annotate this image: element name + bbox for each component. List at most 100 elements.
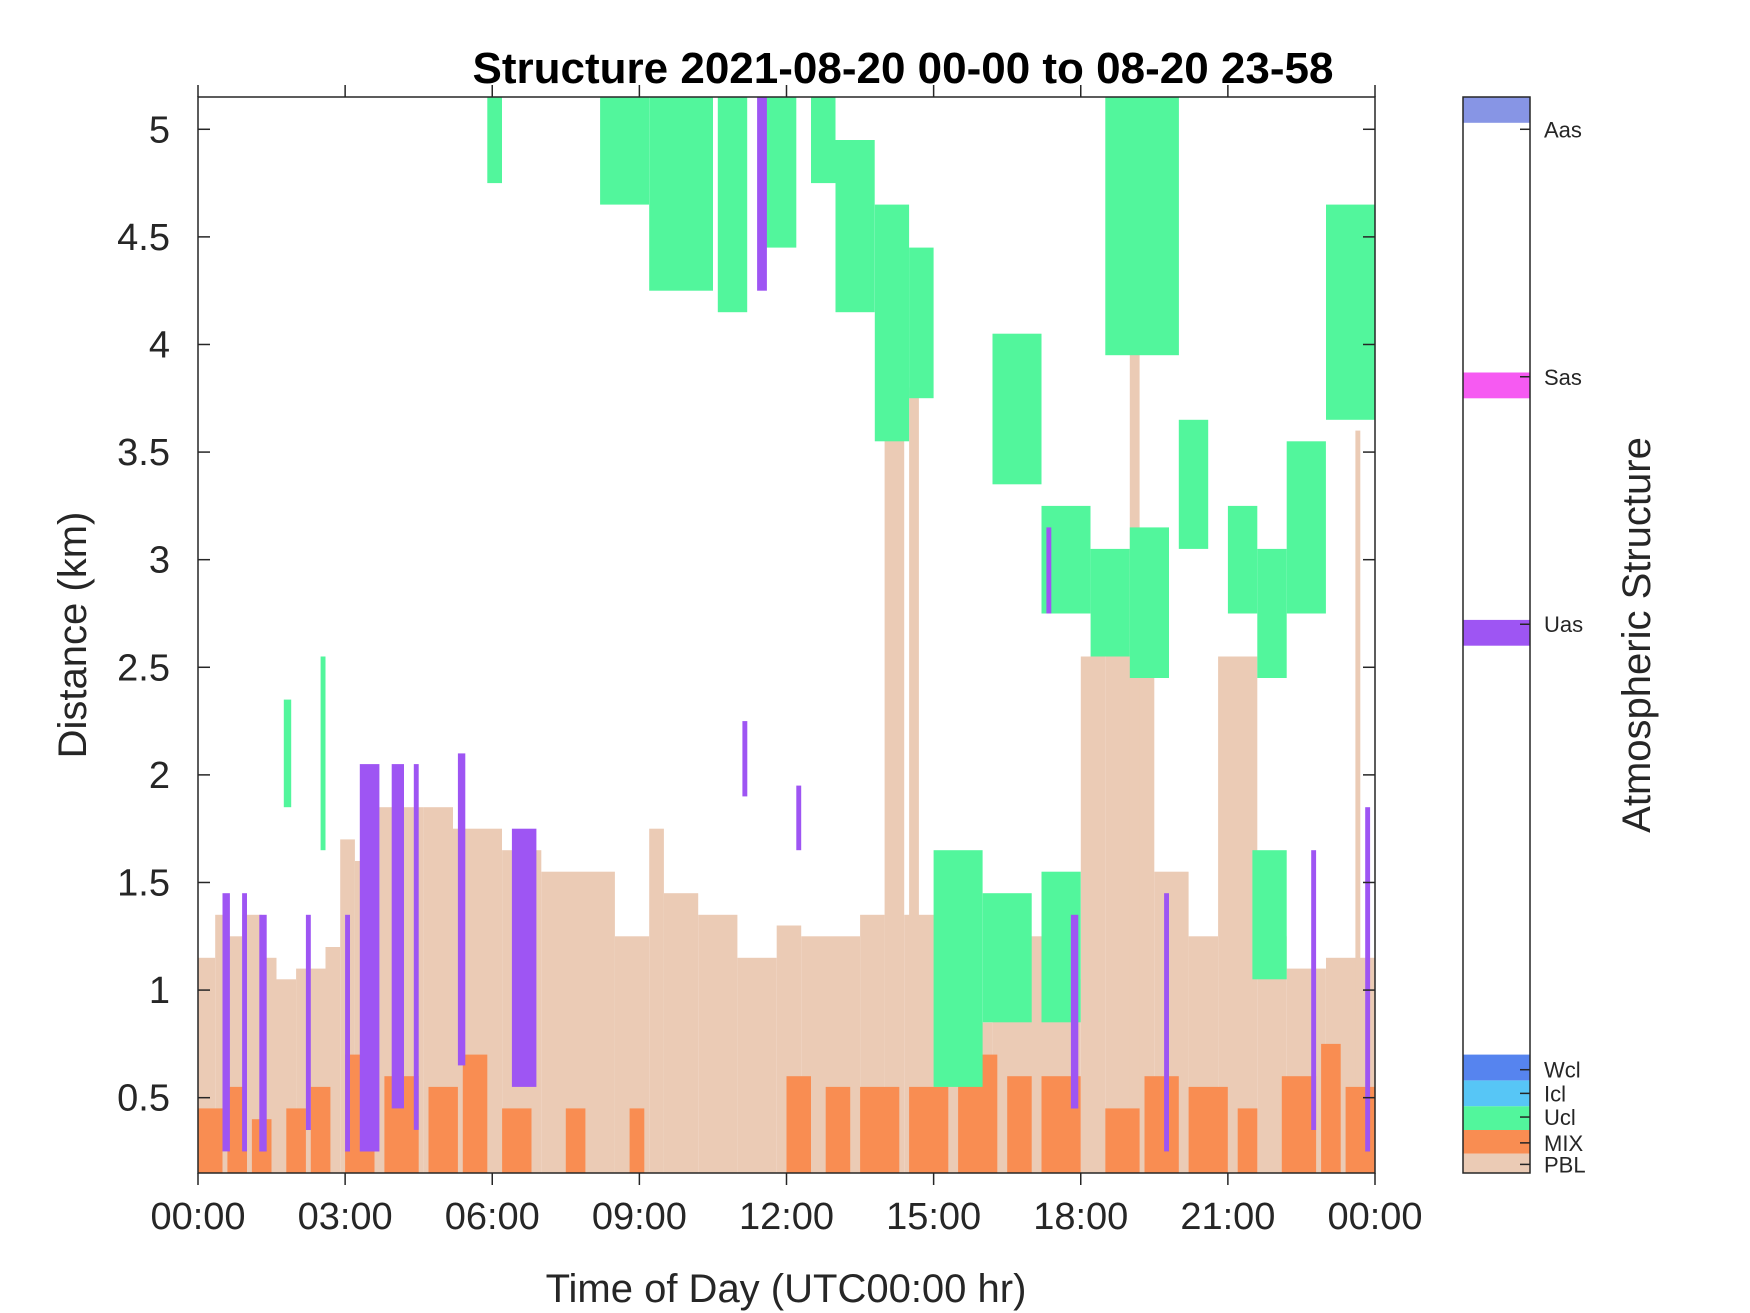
x-tick-label-3: 09:00 (592, 1196, 687, 1238)
segment-ucl-76 (933, 850, 983, 1087)
colorbar-label-mix: MIX (1544, 1131, 1583, 1156)
segment-ucl-82 (1129, 527, 1169, 678)
colorbar-band-wcl (1463, 1054, 1530, 1081)
segment-pbl-16 (649, 828, 664, 1173)
segment-uas-101 (757, 97, 767, 291)
segment-uas-95 (359, 764, 380, 1152)
segment-pbl-19 (737, 957, 777, 1173)
segment-mix-52 (825, 1086, 851, 1173)
segment-ucl-84 (1178, 419, 1209, 549)
segment-mix-53 (860, 1086, 900, 1173)
segment-pbl-36 (909, 387, 919, 1173)
segment-mix-60 (1188, 1086, 1228, 1173)
segment-uas-96 (391, 764, 404, 1109)
segment-uas-99 (511, 828, 537, 1087)
segment-mix-48 (502, 1108, 532, 1173)
segment-ucl-66 (320, 656, 326, 851)
segment-ucl-65 (283, 699, 292, 808)
segment-ucl-77 (982, 893, 1032, 1023)
segment-ucl-89 (1326, 204, 1375, 420)
segment-uas-97 (413, 764, 419, 1130)
colorbar-label-sas: Sas (1544, 365, 1582, 390)
segment-ucl-75 (909, 247, 934, 399)
y-tick-label-1: 1 (149, 970, 170, 1012)
segment-mix-54 (909, 1086, 949, 1173)
x-tick-label-2: 06:00 (445, 1196, 540, 1238)
colorbar-label-aas: Aas (1544, 117, 1582, 142)
segment-pbl-37 (1129, 344, 1140, 1173)
y-tick-label-4: 2.5 (117, 647, 170, 689)
y-tick-label-0: 0.5 (117, 1078, 170, 1120)
segment-pbl-17 (663, 893, 699, 1173)
colorbar-band-sas (1463, 372, 1530, 399)
x-tick-label-8: 00:00 (1327, 1196, 1422, 1238)
y-tick-label-5: 3 (149, 540, 170, 582)
segment-uas-100 (742, 721, 748, 797)
segment-ucl-85 (1227, 505, 1258, 614)
segment-ucl-68 (600, 97, 650, 205)
x-tick-label-6: 18:00 (1033, 1196, 1128, 1238)
y-axis: 0.5 1 1.5 2 2.5 3 3.5 4 4.5 5 (117, 109, 1375, 1120)
colorbar-band-mix (1463, 1130, 1530, 1154)
y-tick-label-8: 4.5 (117, 217, 170, 259)
y-tick-label-3: 2 (149, 755, 170, 797)
colorbar-band-ucl (1463, 1106, 1530, 1130)
segment-ucl-72 (811, 97, 836, 184)
segment-ucl-78 (992, 333, 1042, 485)
colorbar-band-aas (1463, 97, 1530, 123)
colorbar-label-ucl: Ucl (1544, 1105, 1576, 1130)
segment-mix-42 (286, 1108, 306, 1173)
segment-ucl-81 (1090, 548, 1130, 657)
segment-mix-50 (629, 1108, 645, 1173)
chart-title: Structure 2021-08-20 00-00 to 08-20 23-5… (473, 44, 1334, 93)
segment-ucl-69 (649, 97, 713, 291)
segment-uas-103 (1046, 527, 1052, 614)
segment-uas-105 (1164, 893, 1169, 1152)
segment-mix-58 (1105, 1108, 1140, 1173)
plot-area (198, 97, 1375, 1173)
segment-ucl-71 (762, 97, 797, 248)
segment-uas-104 (1070, 914, 1079, 1109)
x-tick-label-7: 21:00 (1180, 1196, 1275, 1238)
segment-ucl-88 (1286, 441, 1326, 614)
x-axis: 00:00 03:00 06:00 09:00 12:00 15:00 18:00 21:00… (150, 85, 1423, 1238)
y-tick-label-9: 5 (149, 109, 170, 151)
segment-mix-59 (1144, 1076, 1179, 1173)
segment-pbl-38 (1355, 430, 1361, 1173)
y-tick-label-2: 1.5 (117, 862, 170, 904)
segment-uas-107 (1365, 807, 1371, 1152)
colorbar-label-pbl: PBL (1544, 1152, 1586, 1177)
segment-uas-94 (345, 914, 350, 1152)
segment-mix-63 (1321, 1043, 1341, 1173)
segment-pbl-18 (698, 914, 738, 1173)
colorbar-band-uas (1463, 619, 1530, 646)
colorbar-band-pbl (1463, 1153, 1530, 1173)
segment-ucl-67 (487, 97, 502, 184)
segment-mix-61 (1237, 1108, 1258, 1173)
x-axis-label: Time of Day (UTC00:00 hr) (546, 1267, 1027, 1311)
segment-ucl-70 (717, 97, 748, 313)
x-tick-label-4: 12:00 (739, 1196, 834, 1238)
segment-mix-62 (1281, 1076, 1317, 1173)
segment-mix-47 (462, 1054, 488, 1173)
x-tick-label-5: 15:00 (886, 1196, 981, 1238)
x-tick-label-1: 03:00 (298, 1196, 393, 1238)
colorbar-label-uas: Uas (1544, 612, 1583, 637)
colorbar-band-icl (1463, 1080, 1530, 1107)
segment-mix-43 (310, 1086, 331, 1173)
segment-uas-90 (222, 893, 230, 1152)
segment-mix-49 (565, 1108, 586, 1173)
y-tick-label-7: 4 (149, 324, 170, 366)
segment-mix-39 (198, 1108, 223, 1173)
segment-pbl-23 (884, 398, 905, 1173)
colorbar-label-wcl: Wcl (1544, 1058, 1581, 1083)
segment-uas-93 (305, 914, 311, 1130)
colorbar-label-icl: Icl (1544, 1081, 1566, 1106)
segment-mix-56 (1007, 1076, 1032, 1173)
segment-uas-106 (1311, 850, 1317, 1130)
y-tick-label-6: 3.5 (117, 432, 170, 474)
segment-pbl-28 (1080, 656, 1106, 1173)
segment-ucl-86 (1257, 548, 1287, 678)
